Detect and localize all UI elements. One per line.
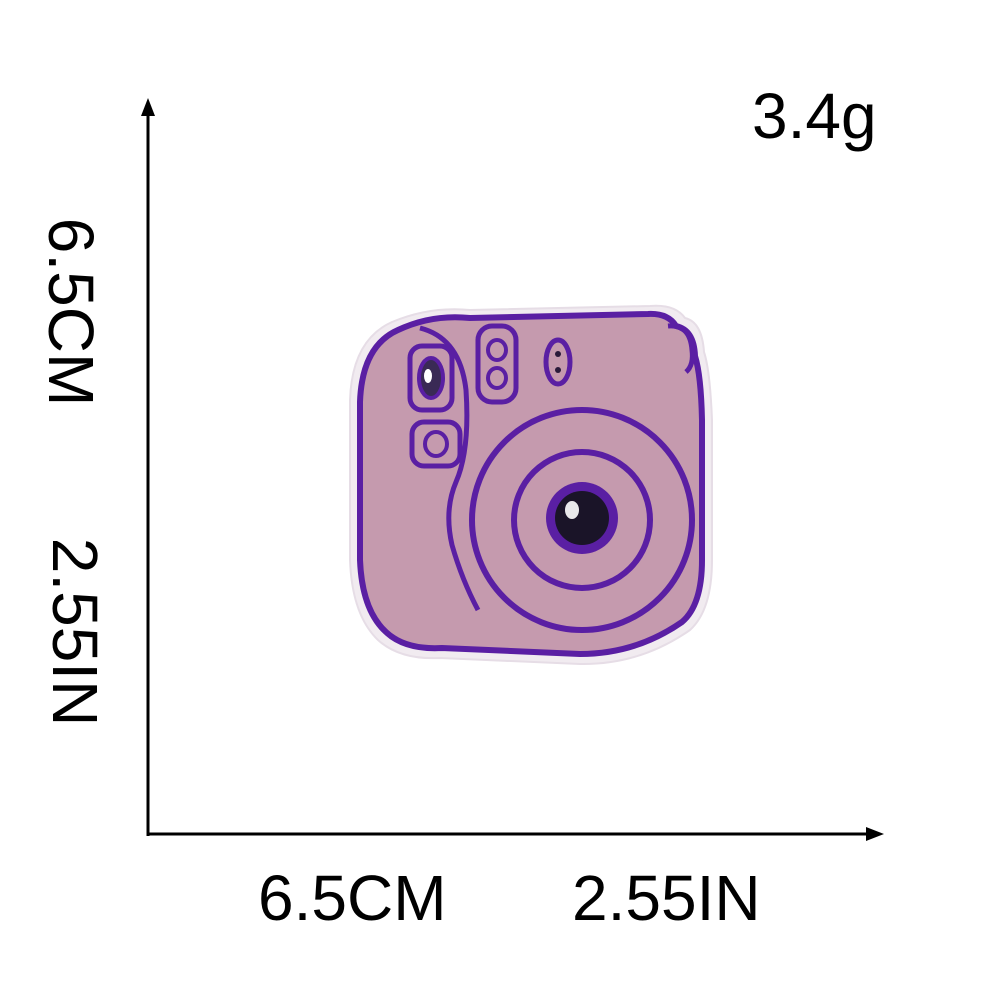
lens-highlight xyxy=(565,501,579,519)
camera-patch-image xyxy=(349,304,713,666)
weight-label: 3.4g xyxy=(752,80,877,152)
light-sensor-dot-2 xyxy=(555,367,561,373)
width-cm-label: 6.5CM xyxy=(258,862,447,934)
width-in-label: 2.55IN xyxy=(572,862,761,934)
horizontal-axis-arrow xyxy=(866,827,884,841)
light-sensor xyxy=(543,337,573,387)
height-in-label: 2.55IN xyxy=(39,537,111,727)
measurement-axes xyxy=(141,98,884,841)
camera-strap-lug xyxy=(667,323,695,374)
flash-window xyxy=(475,323,519,405)
light-sensor-dot xyxy=(555,351,561,357)
camera-grip-line xyxy=(419,325,481,612)
flash-window-top xyxy=(486,338,508,362)
lens-outer-ring xyxy=(469,407,695,633)
viewfinder-highlight xyxy=(424,369,432,383)
flash-window-bottom xyxy=(486,366,508,390)
lens-middle-ring xyxy=(511,449,653,591)
lens-glass xyxy=(555,491,609,545)
selfie-mirror-inner xyxy=(423,430,449,458)
vertical-axis-arrow xyxy=(141,98,155,116)
height-cm-label: 6.5CM xyxy=(35,217,107,407)
